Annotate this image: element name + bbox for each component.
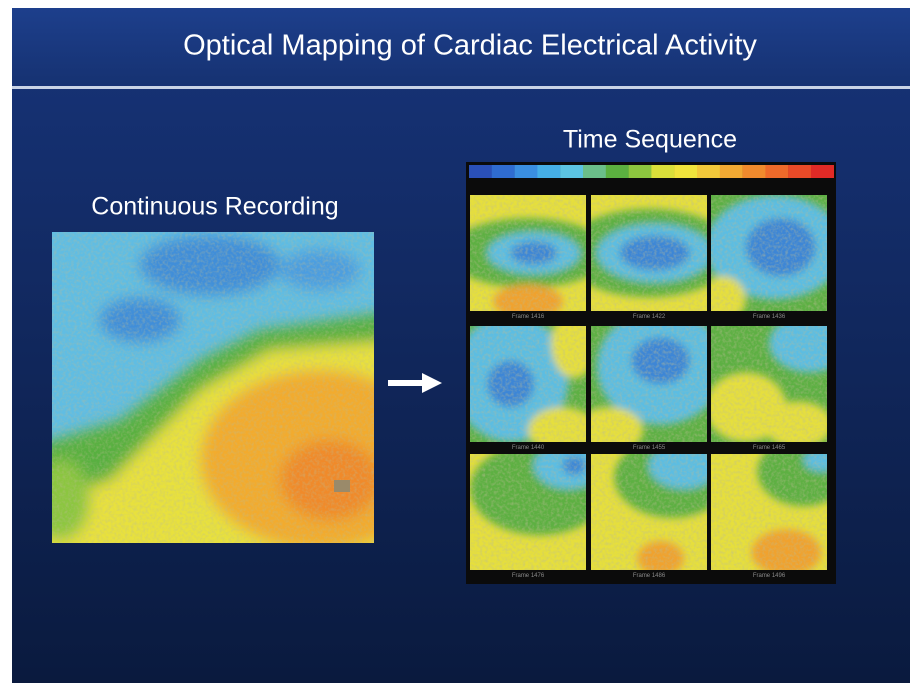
right-label: Time Sequence: [563, 126, 737, 154]
color-bar-segment: [697, 165, 720, 178]
frame-map: [711, 195, 827, 311]
map-noise: [470, 195, 586, 311]
frame-label: Frame 1416: [512, 314, 545, 320]
decoration: [422, 373, 442, 393]
frame-grid: Frame 1416 Frame 1422 Frame 1436 Frame 1440…: [470, 195, 827, 579]
frame-map: [711, 326, 827, 442]
map-noise: [591, 326, 707, 442]
color-bar-segment: [537, 165, 561, 178]
arrow: [388, 373, 442, 393]
frame-panel: Frame 1436: [711, 195, 827, 320]
color-bar-segment: [765, 165, 789, 178]
frame-label: Frame 1436: [753, 314, 786, 320]
decoration: [388, 380, 424, 386]
frame-panel: Frame 1465: [711, 326, 827, 451]
color-bar-segment: [628, 165, 652, 178]
map-noise: [711, 326, 827, 442]
frame-label: Frame 1496: [753, 573, 786, 579]
map-noise: [591, 195, 707, 311]
frame-map: [470, 454, 586, 570]
title-bar: [12, 8, 910, 84]
color-bar-segment: [674, 165, 698, 178]
frame-panel: Frame 1455: [591, 326, 707, 451]
color-bar-segment: [560, 165, 584, 178]
frame-label: Frame 1465: [753, 445, 786, 451]
frame-panel: Frame 1486: [591, 454, 707, 579]
map-noise: [711, 195, 827, 311]
frame-panel: Frame 1476: [470, 454, 586, 579]
color-bar-segment: [605, 165, 629, 178]
decoration: [52, 232, 374, 543]
color-bar-segment: [583, 165, 606, 178]
color-bar-segment: [514, 165, 538, 178]
frame-label: Frame 1455: [633, 445, 666, 451]
frame-map: [591, 454, 707, 570]
continuous-recording-map: [52, 232, 374, 543]
map-noise: [591, 454, 707, 570]
frame-map: [711, 454, 827, 570]
color-bar-segment: [469, 165, 492, 178]
color-bar-segment: [719, 165, 743, 178]
frame-panel: Frame 1416: [470, 195, 586, 320]
separator: [12, 86, 910, 89]
frame-label: Frame 1440: [512, 445, 545, 451]
frame-label: Frame 1422: [633, 314, 666, 320]
frame-map: [591, 326, 707, 442]
frame-panel: Frame 1496: [711, 454, 827, 579]
color-bar-segment: [651, 165, 675, 178]
color-bar: [469, 165, 834, 178]
frame-panel: Frame 1422: [591, 195, 707, 320]
frame-label: Frame 1486: [633, 573, 666, 579]
color-bar-segment: [491, 165, 515, 178]
map-noise: [470, 454, 586, 570]
color-bar-segment: [811, 165, 834, 178]
map-noise: [711, 454, 827, 570]
frame-panel: Frame 1440: [470, 326, 586, 451]
map-noise: [470, 326, 586, 442]
frame-label: Frame 1476: [512, 573, 545, 579]
color-bar-segment: [742, 165, 766, 178]
decoration: [334, 480, 350, 492]
left-label: Continuous Recording: [91, 193, 338, 221]
color-bar-segment: [788, 165, 812, 178]
frame-map: [470, 326, 586, 442]
frame-map: [470, 195, 586, 311]
title: Optical Mapping of Cardiac Electrical Ac…: [183, 30, 757, 62]
frame-map: [591, 195, 707, 311]
